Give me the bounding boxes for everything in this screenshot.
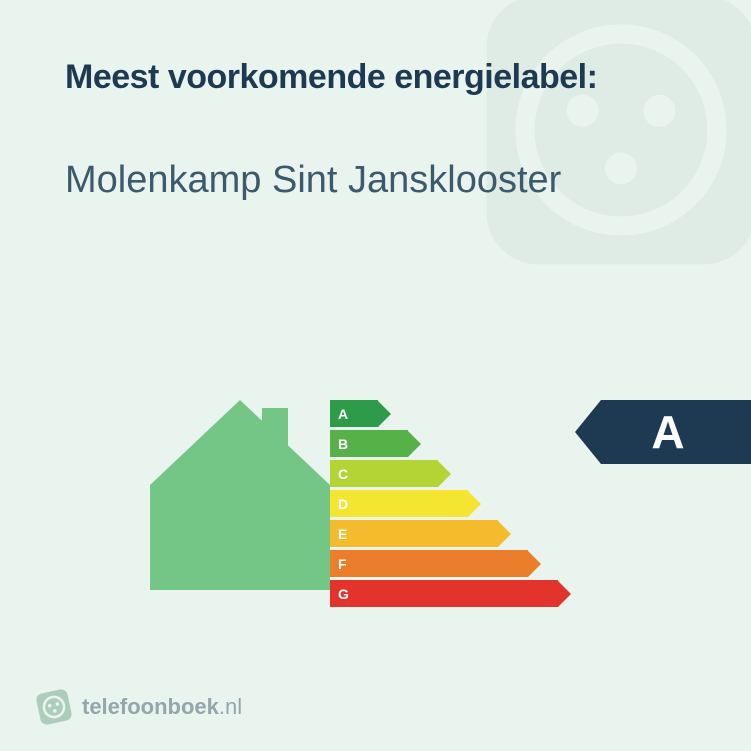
- house-icon: [150, 390, 330, 600]
- energy-bar-b: B: [330, 430, 421, 457]
- energy-bar-label: F: [330, 550, 528, 577]
- chevron-right-icon: [468, 491, 481, 517]
- chevron-right-icon: [498, 521, 511, 547]
- chevron-right-icon: [378, 401, 391, 427]
- footer-brand: telefoonboek.nl: [82, 694, 242, 720]
- energy-bar-row: C: [330, 460, 590, 487]
- energy-bar-a: A: [330, 400, 391, 427]
- energy-bar-label: E: [330, 520, 498, 547]
- chevron-right-icon: [408, 431, 421, 457]
- phonebook-icon: [33, 686, 76, 729]
- energy-bar-c: C: [330, 460, 451, 487]
- result-arrow-icon: [575, 400, 601, 464]
- energy-bar-label: G: [330, 580, 558, 607]
- result-letter: A: [601, 400, 751, 464]
- result-banner: A: [575, 400, 751, 464]
- chevron-right-icon: [528, 551, 541, 577]
- energy-bar-label: D: [330, 490, 468, 517]
- energy-bar-row: F: [330, 550, 590, 577]
- energy-bar-g: G: [330, 580, 571, 607]
- chevron-right-icon: [558, 581, 571, 607]
- footer-brand-tld: .nl: [219, 694, 242, 719]
- energy-bar-label: B: [330, 430, 408, 457]
- energy-bar-row: E: [330, 520, 590, 547]
- energy-bar-row: B: [330, 430, 590, 457]
- energy-bar-e: E: [330, 520, 511, 547]
- watermark-phonebook-icon: [461, 0, 751, 290]
- energy-bar-row: A: [330, 400, 590, 427]
- energy-label-chart: ABCDEFG: [330, 400, 590, 610]
- footer-brand-name: telefoonboek: [82, 694, 219, 719]
- energy-bar-row: G: [330, 580, 590, 607]
- energy-bar-label: A: [330, 400, 378, 427]
- energy-bar-label: C: [330, 460, 438, 487]
- location-name: Molenkamp Sint Jansklooster: [65, 158, 561, 204]
- energy-bar-f: F: [330, 550, 541, 577]
- footer-logo: telefoonboek.nl: [36, 689, 242, 725]
- page-title: Meest voorkomende energielabel:: [65, 58, 597, 97]
- chevron-right-icon: [438, 461, 451, 487]
- energy-bar-row: D: [330, 490, 590, 517]
- energy-bar-d: D: [330, 490, 481, 517]
